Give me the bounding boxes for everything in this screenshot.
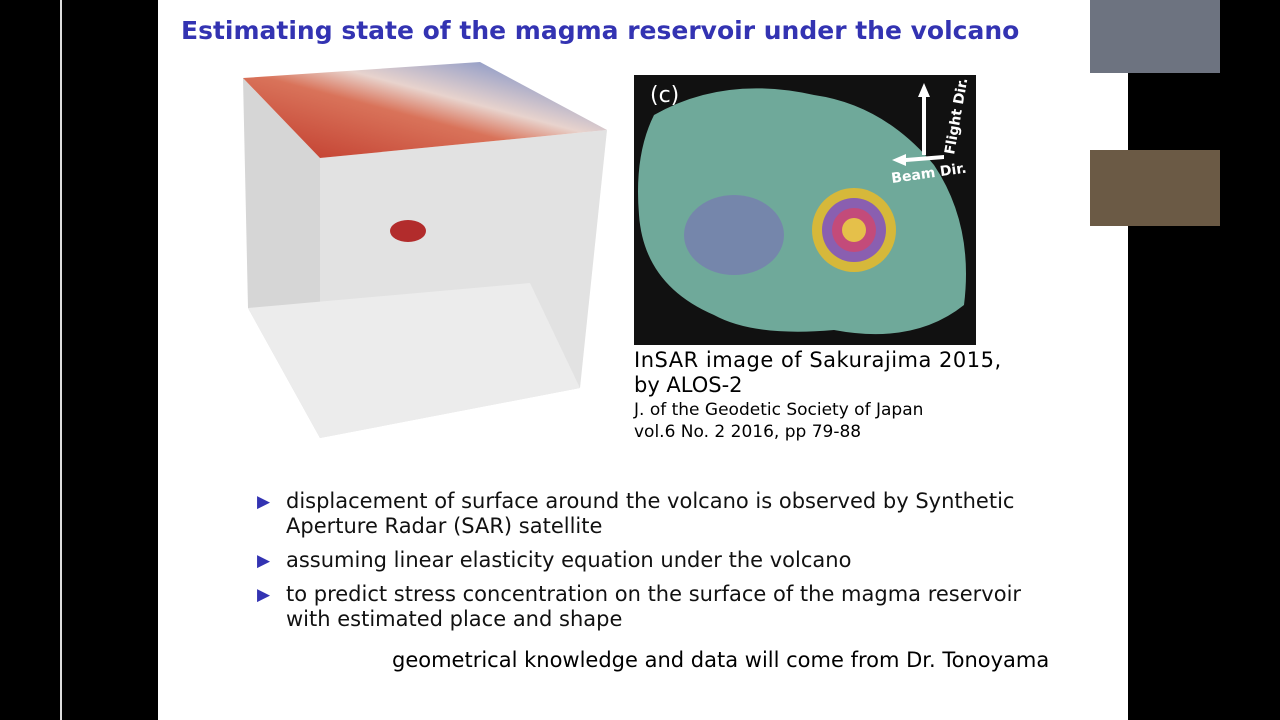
insar-image: (c) Flight Dir. Beam Dir. <box>634 75 976 345</box>
slide-title: Estimating state of the magma reservoir … <box>181 16 1020 45</box>
caption-source: J. of the Geodetic Society of Japan <box>634 400 924 420</box>
webcam-thumbnail[interactable] <box>1090 0 1220 73</box>
bullet-marker: ▶ <box>257 551 271 571</box>
bullet-marker: ▶ <box>257 492 271 512</box>
cube-bottom <box>248 283 580 438</box>
caption-line: InSAR image of Sakurajima 2015, <box>634 348 1002 372</box>
panel-label: (c) <box>650 83 679 108</box>
cube-figure <box>243 62 607 438</box>
cube-top <box>243 62 607 158</box>
footer-note: geometrical knowledge and data will come… <box>392 648 1050 672</box>
bullet-marker: ▶ <box>257 585 271 605</box>
webcam-thumbnail[interactable] <box>1090 150 1220 226</box>
bullet-text: Aperture Radar (SAR) satellite <box>286 514 603 538</box>
caption-source: vol.6 No. 2 2016, pp 79-88 <box>634 422 862 442</box>
bullet-text: with estimated place and shape <box>286 607 623 631</box>
bullet-text: displacement of surface around the volca… <box>286 489 1015 513</box>
caption-line: by ALOS-2 <box>634 373 743 397</box>
magma-reservoir <box>390 220 426 242</box>
divider <box>60 0 62 720</box>
bullet-text: assuming linear elasticity equation unde… <box>286 548 852 572</box>
bullet-text: to predict stress concentration on the s… <box>286 582 1022 606</box>
